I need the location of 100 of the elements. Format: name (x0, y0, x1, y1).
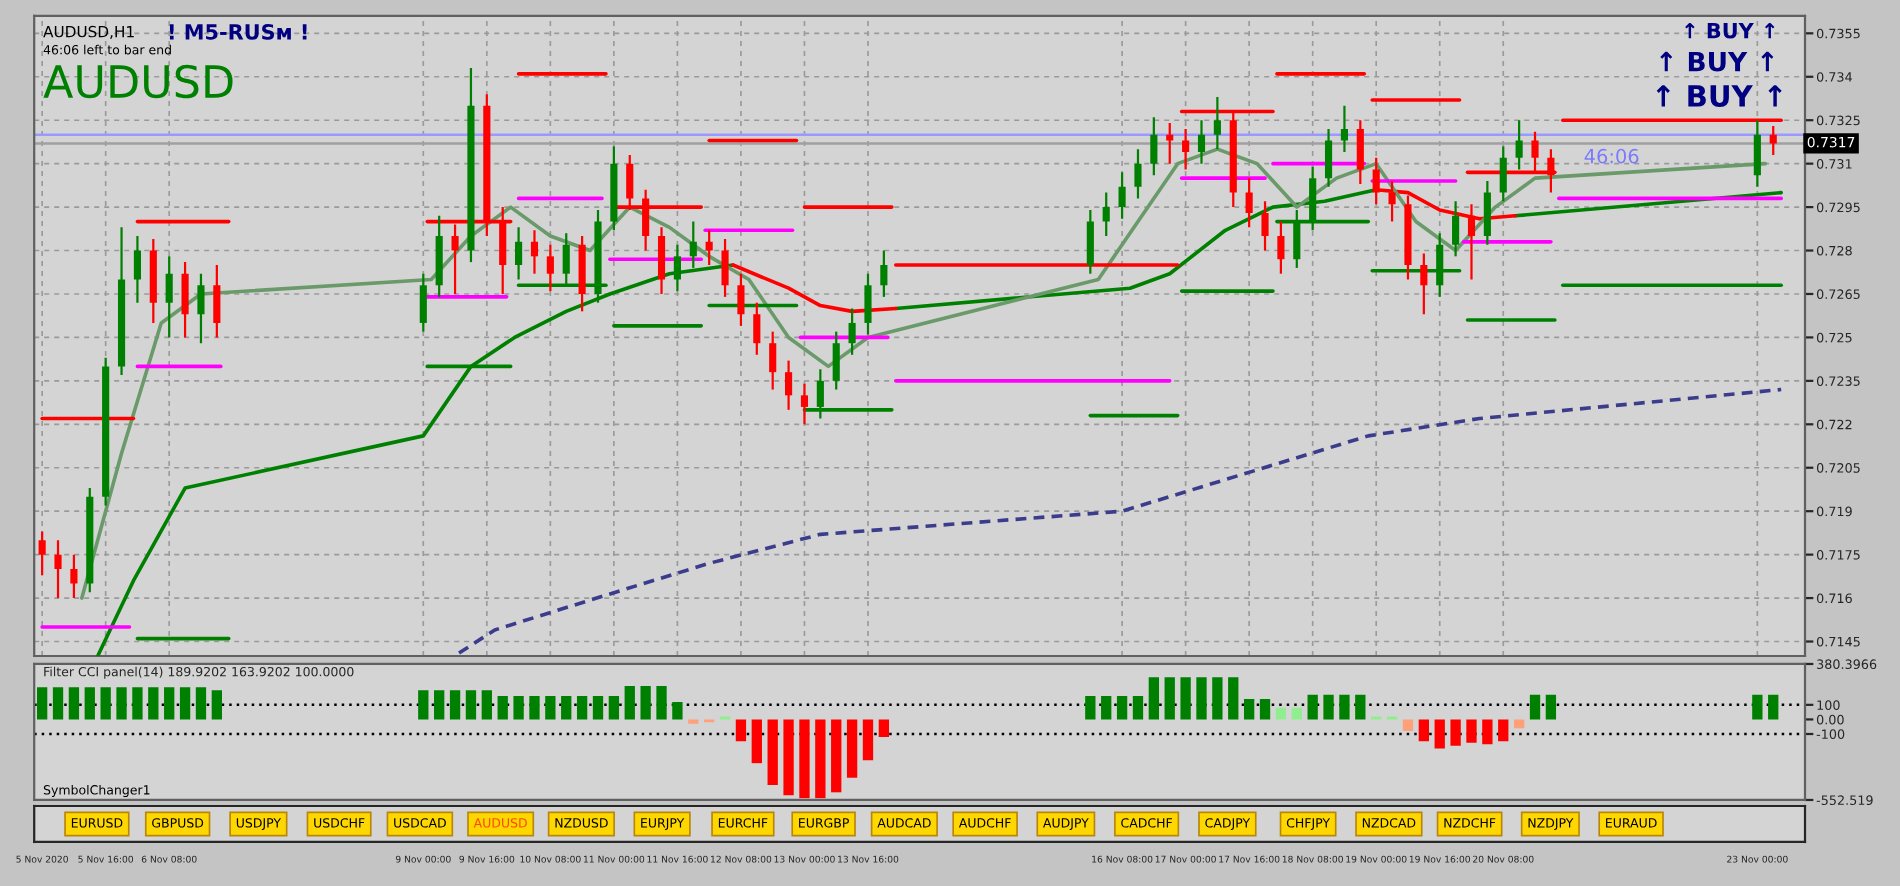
bar (1355, 694, 1366, 720)
bar (1101, 696, 1112, 720)
candlestick (1753, 119, 1761, 188)
candlestick (546, 243, 554, 293)
candlestick (753, 301, 761, 356)
bar (576, 696, 588, 720)
bar (1466, 719, 1477, 743)
bar (1148, 677, 1160, 720)
candlestick (673, 243, 681, 293)
candlestick (1261, 200, 1269, 252)
candlestick (165, 255, 173, 339)
candlestick (785, 359, 793, 411)
bar (434, 690, 445, 720)
bar (1450, 719, 1461, 746)
candlestick (657, 226, 666, 296)
annotation: ↑ BUY ↑ (1660, 51, 1774, 72)
bar (84, 687, 95, 720)
candlestick (1213, 95, 1221, 151)
candlestick (1086, 208, 1094, 275)
bar (1085, 696, 1096, 720)
bar (846, 719, 858, 778)
candlestick (54, 539, 62, 600)
candlestick (880, 249, 888, 298)
candlestick (689, 220, 697, 270)
candlestick (515, 226, 523, 281)
candlestick (848, 307, 856, 356)
bar (164, 687, 175, 720)
candlestick (1102, 191, 1110, 238)
candlestick (530, 229, 539, 275)
candlestick (1499, 145, 1507, 203)
candlestick (1324, 127, 1333, 188)
bar (1323, 694, 1334, 720)
candlestick (1118, 171, 1126, 220)
bar (211, 690, 222, 720)
bar (862, 719, 874, 761)
bar (735, 719, 747, 742)
bar (1529, 694, 1541, 720)
candlestick (1452, 200, 1460, 258)
bar (52, 687, 64, 720)
bar (878, 719, 890, 737)
bar (640, 685, 651, 720)
bar (1482, 719, 1493, 745)
annotation: ↑ BUY ↑ (1656, 85, 1782, 108)
bar (1132, 696, 1144, 720)
candlestick (1245, 177, 1253, 229)
bar (100, 687, 111, 720)
bar (1752, 694, 1763, 720)
bar (624, 685, 635, 720)
bar (513, 696, 524, 720)
candlestick (769, 330, 777, 391)
bar (545, 696, 556, 720)
candlestick (1420, 252, 1428, 316)
candlestick (1340, 104, 1349, 154)
bar (656, 685, 667, 720)
bar (751, 719, 762, 764)
candlestick (1356, 119, 1364, 186)
candlestick (419, 272, 427, 333)
candlestick (1197, 119, 1206, 165)
bar (116, 687, 127, 720)
bar (195, 687, 207, 720)
bar (132, 687, 143, 720)
bar (1434, 719, 1445, 749)
candlestick (800, 382, 809, 426)
bar (1164, 677, 1175, 720)
bar (1116, 696, 1128, 720)
candlestick (1483, 179, 1491, 246)
candlestick (181, 261, 189, 339)
candlestick (864, 272, 872, 336)
bar (449, 690, 461, 720)
bar (608, 696, 620, 720)
candlestick (832, 330, 840, 391)
line-series (80, 147, 1768, 600)
bar (1243, 699, 1255, 720)
bar (1768, 694, 1779, 720)
bar (529, 696, 540, 720)
candlestick (133, 234, 141, 304)
bar (418, 690, 429, 720)
bar (672, 701, 683, 720)
bar (36, 687, 48, 720)
bar (815, 719, 826, 799)
bar (592, 696, 604, 720)
candlestick (1277, 220, 1285, 275)
bar (1180, 677, 1191, 720)
annotation: ! M5-RUSм ! (169, 24, 307, 40)
bar (1402, 719, 1414, 732)
bar (1307, 694, 1318, 720)
candlestick (1134, 148, 1142, 200)
bar (1418, 719, 1429, 742)
bar (1196, 677, 1207, 720)
candlestick (38, 530, 46, 577)
bar (1259, 699, 1271, 720)
annotation: AUDUSD (43, 64, 233, 99)
annotation: ↑ BUY ↑ (1685, 22, 1775, 39)
candlestick (1769, 124, 1777, 157)
bar (1513, 719, 1525, 729)
candlestick (70, 553, 78, 600)
bar (783, 719, 794, 796)
bar (179, 687, 191, 720)
bar (68, 687, 80, 720)
bar (799, 719, 810, 799)
